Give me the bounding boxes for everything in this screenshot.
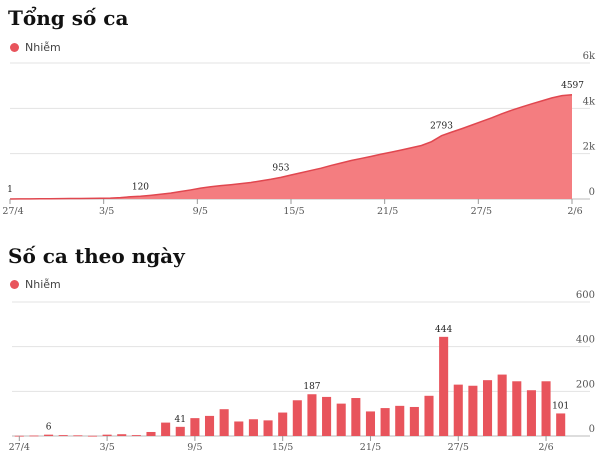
chart-legend: Nhiễm (10, 41, 61, 54)
bar (117, 434, 127, 436)
bar (102, 434, 112, 436)
daily-cases-plot: 0 200 400 600 27/4 3/5 9/5 15/5 21/5 27/5 2/6 6 41 18… (9, 290, 595, 453)
bar (439, 336, 449, 436)
data-label: 120 (132, 182, 149, 192)
y-tick-label: 400 (576, 335, 595, 346)
bar (351, 398, 361, 436)
data-label: 101 (552, 401, 569, 411)
bar (541, 381, 551, 436)
total-cases-chart: Tổng số ca Nhiễm 0 2k 4k 6k 27/4 3/5 9/5 15/5 21… (0, 0, 600, 225)
bar (58, 435, 68, 436)
bar (365, 411, 376, 436)
x-tick-label: 27/5 (448, 442, 469, 453)
bar (512, 381, 522, 436)
bar (409, 406, 419, 436)
legend-dot-icon (10, 280, 19, 289)
bar (263, 420, 273, 436)
y-tick-label: 600 (576, 290, 595, 301)
bar (307, 394, 317, 436)
total-cases-plot: 0 2k 4k 6k 27/4 3/5 9/5 15/5 21/5 27/5 2/6 1 120 953 2… (2, 51, 596, 217)
x-tick-label: 3/5 (99, 206, 114, 217)
bar (278, 412, 288, 436)
bar (29, 435, 39, 437)
bar (234, 421, 244, 436)
bar (219, 409, 229, 436)
daily-cases-chart: Số ca theo ngày Nhiễm 0 200 400 600 27/4 3/5 9… (0, 238, 600, 454)
bar (497, 374, 507, 436)
y-tick-label: 0 (589, 187, 595, 198)
legend-label: Nhiễm (25, 41, 61, 54)
bar (395, 405, 405, 436)
x-tick-label: 2/6 (538, 442, 553, 453)
series-area (10, 94, 572, 199)
x-tick-label: 15/5 (283, 206, 304, 217)
bar (453, 384, 463, 436)
x-tick-label: 9/5 (193, 206, 208, 217)
y-tick-label: 0 (589, 424, 595, 435)
data-label: 2793 (430, 122, 453, 132)
bar (44, 434, 54, 436)
bar (161, 422, 171, 436)
bar (146, 431, 156, 436)
legend-label: Nhiễm (25, 278, 61, 291)
bar (248, 419, 258, 436)
x-tick-label: 27/4 (2, 206, 23, 217)
bar (322, 396, 332, 436)
bar (556, 413, 566, 436)
x-tick-label: 21/5 (360, 442, 381, 453)
legend-dot-icon (10, 43, 19, 52)
series-line (9, 94, 573, 200)
chart-legend: Nhiễm (10, 278, 61, 291)
data-label: 444 (435, 325, 452, 335)
x-tick-label: 2/6 (567, 206, 582, 217)
chart-title: Số ca theo ngày (8, 244, 185, 268)
bar (87, 435, 98, 437)
bar (336, 403, 346, 436)
bar (190, 418, 200, 436)
data-label: 4597 (561, 81, 584, 91)
bar (73, 435, 83, 437)
x-tick-label: 27/4 (9, 442, 30, 453)
bar (526, 390, 536, 436)
data-label: 6 (46, 423, 52, 433)
data-label: 187 (303, 382, 320, 392)
chart-title: Tổng số ca (8, 6, 129, 30)
x-tick-label: 15/5 (272, 442, 293, 453)
x-tick-label: 9/5 (187, 442, 202, 453)
y-tick-label: 4k (583, 96, 596, 107)
x-tick-label: 27/5 (471, 206, 492, 217)
bar (424, 395, 434, 436)
x-tick-label: 3/5 (99, 442, 114, 453)
bar (380, 408, 390, 436)
bar (468, 385, 478, 436)
bar (482, 380, 493, 436)
data-label: 1 (7, 185, 13, 195)
x-tick-label: 21/5 (377, 206, 398, 217)
bar (204, 415, 215, 436)
data-label: 41 (175, 415, 186, 425)
bar (131, 435, 141, 436)
y-tick-label: 6k (583, 51, 596, 62)
data-label: 953 (272, 163, 289, 173)
bar (175, 426, 185, 436)
y-tick-label: 2k (583, 142, 596, 153)
bar (292, 400, 302, 436)
y-tick-label: 200 (576, 379, 595, 390)
